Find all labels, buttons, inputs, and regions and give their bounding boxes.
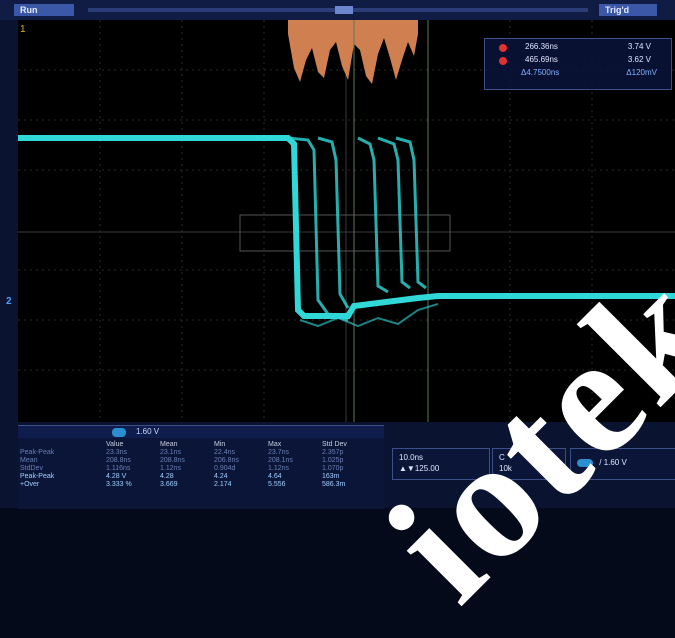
table-row[interactable]: +Over 3.333 % 3.669 2.174 5.556 586.3m [20, 480, 376, 488]
table-cell: 4.24 [214, 472, 228, 480]
table-cell: 23.7ns [268, 448, 290, 456]
table-cell: 208.8ns [106, 456, 131, 464]
record-length: 10k [499, 464, 512, 473]
horizontal-settings[interactable]: 10.0ns ▲▼125.00 [392, 448, 490, 480]
trigger-channel-icon [577, 458, 593, 467]
table-cell: Peak-Peak [20, 472, 55, 480]
record-window-marker[interactable] [335, 6, 353, 14]
table-cell: 5.556 [268, 480, 286, 488]
histogram [288, 20, 418, 84]
run-stop-indicator[interactable]: Run [14, 4, 74, 16]
cursor-row-1: 266.36ns 3.74 V [485, 42, 671, 54]
cursor-lines [353, 20, 429, 422]
zoom-box [239, 214, 451, 252]
trigger-settings[interactable]: / 1.60 V [570, 448, 675, 480]
cursor-delta-value: Δ120mV [626, 68, 657, 77]
table-cell: 23.1ns [160, 448, 182, 456]
center-crosshair [18, 20, 675, 422]
measurement-header-row: Value Mean Min Max Std Dev [20, 440, 376, 448]
table-cell: StdDev [20, 464, 43, 472]
table-row[interactable]: Peak-Peak 23.3ns 23.1ns 22.4ns 23.7ns 2.… [20, 448, 376, 456]
cursor-b-time: 465.69ns [525, 55, 558, 64]
table-cell: 22.4ns [214, 448, 236, 456]
table-cell: Mean [20, 456, 38, 464]
table-cell: 208.8ns [160, 456, 185, 464]
cursor-delta-time: Δ4.7500ns [521, 68, 560, 77]
table-cell: +Over [20, 480, 40, 488]
table-cell: 2.174 [214, 480, 232, 488]
table-cell: 4.28 [160, 472, 174, 480]
col-header [20, 440, 106, 448]
top-status-bar: Run Trig'd [0, 0, 675, 20]
trigger-slope-icon: / [599, 458, 604, 467]
table-cell: 1.116ns [106, 464, 131, 472]
table-cell: 1.12ns [160, 464, 182, 472]
acquisition-mode: C [499, 453, 505, 462]
table-row[interactable]: StdDev 1.116ns 1.12ns 0.904d 1.12ns 1.07… [20, 464, 376, 472]
table-cell: 1.12ns [268, 464, 290, 472]
channel-badge-icon [112, 428, 126, 437]
cursor-row-2: 465.69ns 3.62 V [485, 55, 671, 67]
table-cell: 3.333 % [106, 480, 132, 488]
table-cell: 1.070p [322, 464, 344, 472]
measurement-header: 1.60 V [18, 426, 384, 438]
table-cell: Peak-Peak [20, 448, 55, 456]
measurement-table: Value Mean Min Max Std Dev Peak-Peak 23.… [20, 440, 376, 488]
table-row[interactable]: Mean 208.8ns 208.8ns 206.8ns 208.1ns 1.0… [20, 456, 376, 464]
table-cell: 4.28 V [106, 472, 127, 480]
measurement-header-value: 1.60 V [136, 427, 160, 436]
cursor-b-icon [499, 57, 507, 65]
measurement-panel: 1.60 V Value Mean Min Max Std Dev Peak-P… [18, 425, 384, 509]
table-cell: 0.904d [214, 464, 236, 472]
table-cell: 4.64 [268, 472, 282, 480]
timebase-value: 10.0ns [399, 453, 424, 462]
cursor-b-value: 3.62 V [627, 55, 651, 64]
trigger-readout: / 1.60 V [577, 458, 627, 467]
col-header: Value [106, 440, 124, 448]
table-cell: 208.1ns [268, 456, 293, 464]
col-header: Min [214, 440, 226, 448]
acquisition-settings[interactable]: C 10k [492, 448, 566, 480]
ground-reference-marker[interactable]: 2 [6, 296, 12, 307]
table-cell: 163m [322, 472, 340, 480]
cursor-a-value: 3.74 V [627, 42, 651, 51]
timebase-offset: ▲▼125.00 [399, 464, 440, 473]
table-row[interactable]: Peak-Peak 4.28 V 4.28 4.24 4.64 163m [20, 472, 376, 480]
channel-indicator: 1 [20, 24, 26, 35]
waveform-svg [18, 20, 675, 422]
table-cell: 3.669 [160, 480, 178, 488]
col-header: Mean [160, 440, 178, 448]
cursor-readout: 266.36ns 3.74 V 465.69ns 3.62 V Δ4.7500n… [484, 38, 672, 90]
table-cell: 23.3ns [106, 448, 128, 456]
cursor-a-time: 266.36ns [525, 42, 558, 51]
table-cell: 206.8ns [214, 456, 239, 464]
table-cell: 1.025p [322, 456, 344, 464]
waveform-trace [18, 135, 675, 328]
col-header: Max [268, 440, 282, 448]
table-cell: 2.357p [322, 448, 344, 456]
trigger-level: 1.60 V [603, 458, 627, 467]
col-header: Std Dev [322, 440, 347, 448]
trigger-status-indicator: Trig'd [599, 4, 657, 16]
cursor-delta-row: Δ4.7500ns Δ120mV [485, 68, 671, 80]
table-cell: 586.3m [322, 480, 346, 488]
cursor-a-icon [499, 44, 507, 52]
